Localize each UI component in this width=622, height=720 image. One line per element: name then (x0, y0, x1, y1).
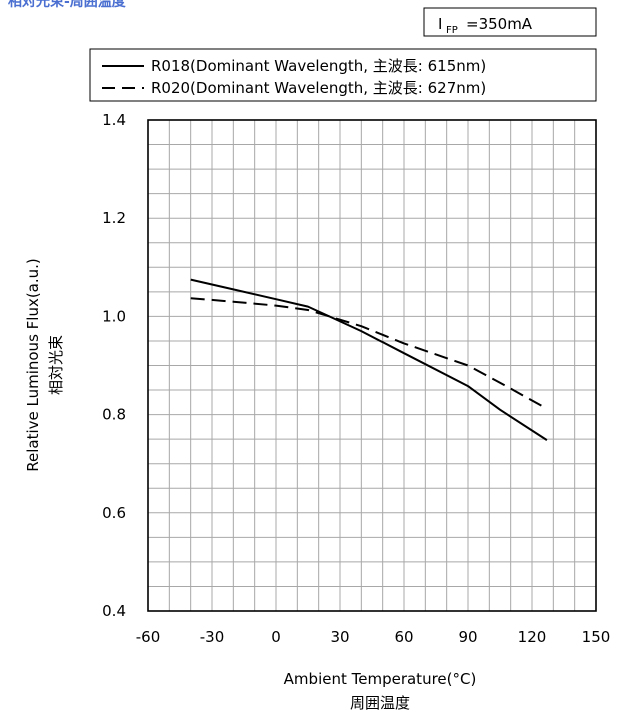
y-axis-label: Relative Luminous Flux(a.u.) (24, 258, 42, 472)
x-tick-label: -60 (136, 628, 161, 646)
condition-value: =350mA (466, 15, 533, 33)
x-tick-label: 60 (394, 628, 413, 646)
plot-frame (147, 119, 597, 612)
x-tick-label: -30 (200, 628, 225, 646)
y-tick-label: 0.8 (102, 406, 126, 424)
legend-entry-r018: R018(Dominant Wavelength, 主波長: 615nm) (151, 57, 486, 75)
legend: R018(Dominant Wavelength, 主波長: 615nm) R0… (89, 48, 597, 102)
condition-subscript: FP (446, 25, 458, 36)
y-tick-label: 1.2 (102, 209, 126, 227)
series-line-r018 (190, 278, 548, 441)
x-tick-label: 120 (518, 628, 547, 646)
x-axis-label-jp: 周囲温度 (350, 694, 410, 712)
y-tick-label: 0.4 (102, 602, 126, 620)
x-tick-label: 30 (330, 628, 349, 646)
series-line-r020 (190, 297, 548, 410)
series-layer (190, 278, 548, 441)
tick-layer: -60 -30 0 30 60 90 120 150 0.4 0.6 0.8 1.0 1.2 1.4 (102, 111, 610, 646)
y-axis-label-jp: 相対光束 (47, 335, 65, 395)
y-tick-label: 1.4 (102, 111, 126, 129)
x-tick-label: 0 (271, 628, 281, 646)
y-tick-label: 0.6 (102, 504, 126, 522)
condition-box: I FP =350mA (423, 7, 597, 37)
x-tick-label: 90 (458, 628, 477, 646)
legend-entry-r020: R020(Dominant Wavelength, 主波長: 627nm) (151, 79, 486, 97)
x-axis-label: Ambient Temperature(°C) (284, 670, 477, 688)
grid (148, 120, 596, 611)
x-tick-label: 150 (582, 628, 611, 646)
y-tick-label: 1.0 (102, 307, 126, 325)
plot-area: -60 -30 0 30 60 90 120 150 0.4 0.6 0.8 1.0 1.2 1.4 (102, 111, 610, 646)
condition-symbol: I (438, 15, 442, 33)
page-header: 相対光束-周囲温度 (8, 0, 127, 10)
